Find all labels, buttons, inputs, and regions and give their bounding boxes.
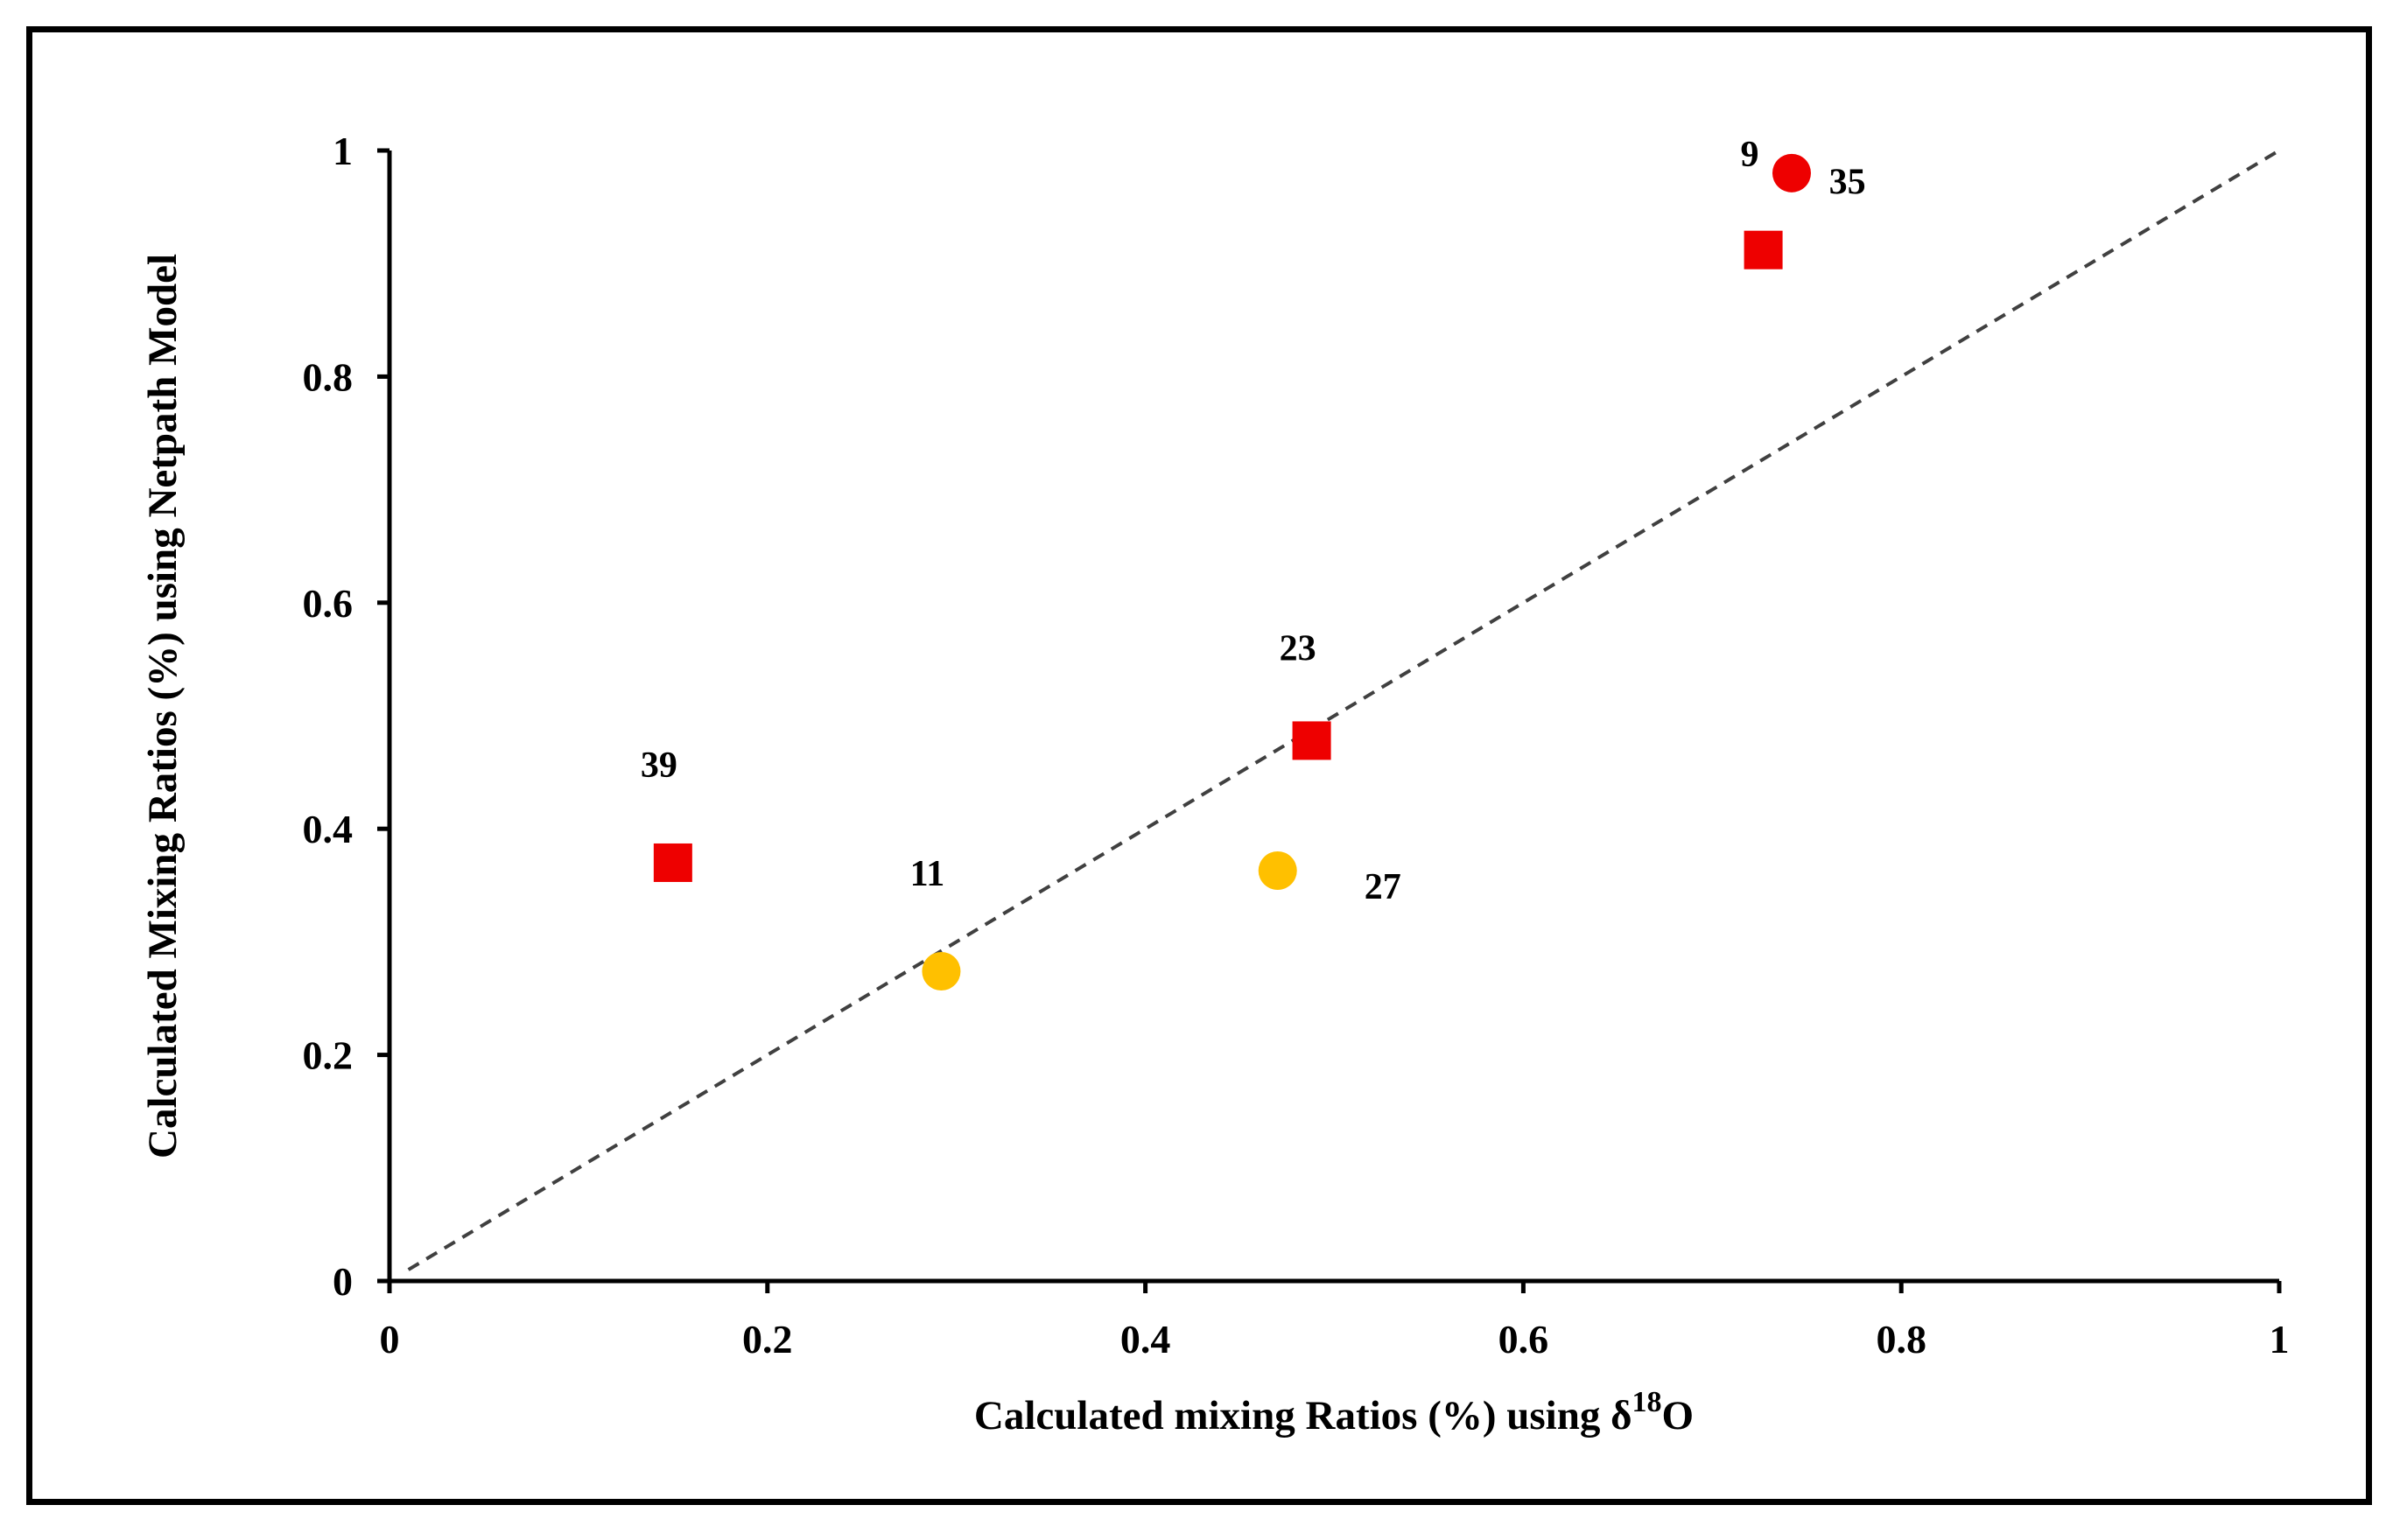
point-labels: 9 35 23 39 27 11: [641, 135, 1866, 907]
y-tick-label: 0.4: [303, 807, 354, 851]
x-axis-title: Calculated mixing Ratios (%) using δ18O: [974, 1386, 1694, 1438]
scatter-chart: 0 0.2 0.4 0.6 0.8 1 0 0.2 0.4 0.6 0.8 1 9 35 23 39 27 11…: [140, 129, 2290, 1438]
y-tick-label: 0: [333, 1259, 353, 1304]
data-point-square: [1744, 230, 1783, 270]
reference-line-layer: [407, 149, 2281, 1271]
data-point-label: 35: [1829, 163, 1866, 203]
data-points: [653, 153, 1811, 990]
x-tick-label: 0: [380, 1317, 400, 1362]
data-point-circle: [1772, 153, 1811, 192]
one-to-one-reference-line: [407, 149, 2281, 1271]
y-tick-label: 0.8: [303, 354, 354, 399]
data-point-label: 39: [641, 746, 677, 786]
x-tick-label: 0.6: [1498, 1317, 1549, 1362]
y-tick-label: 0.2: [303, 1033, 354, 1078]
chart-frame: 0 0.2 0.4 0.6 0.8 1 0 0.2 0.4 0.6 0.8 1 9 35 23 39 27 11…: [26, 26, 2372, 1505]
x-tick-label: 1: [2270, 1317, 2290, 1362]
y-tick-label: 0.6: [303, 581, 354, 626]
y-tick-label: 1: [333, 129, 353, 173]
ticks: 0 0.2 0.4 0.6 0.8 1 0 0.2 0.4 0.6 0.8 1: [303, 129, 2290, 1362]
data-point-circle: [922, 951, 961, 990]
data-point-square: [653, 843, 692, 882]
data-point-circle: [1258, 851, 1297, 891]
x-tick-label: 0.8: [1876, 1317, 1926, 1362]
data-point-label: 9: [1740, 135, 1758, 175]
data-point-label: 11: [910, 854, 945, 894]
x-tick-label: 0.4: [1120, 1317, 1171, 1362]
data-point-label: 27: [1365, 867, 1401, 907]
data-point-square: [1292, 721, 1331, 760]
y-axis-title: Calculated Mixing Ratios (%) using Netpa…: [140, 254, 186, 1158]
axes: [387, 150, 2279, 1284]
x-tick-label: 0.2: [742, 1317, 793, 1362]
data-point-label: 23: [1280, 628, 1316, 668]
